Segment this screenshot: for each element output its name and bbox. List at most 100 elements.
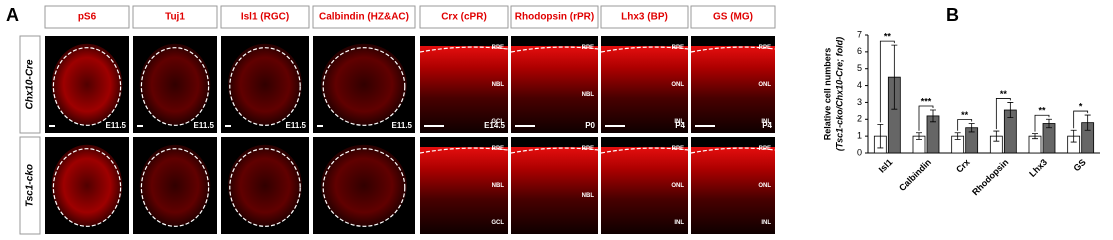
stage-label: E11.5 <box>286 121 307 130</box>
retina <box>691 147 775 234</box>
layer-label: ONL <box>758 183 771 189</box>
y-tick-label: 2 <box>857 114 862 124</box>
tissue <box>228 43 302 126</box>
significance-label: * <box>1079 101 1083 111</box>
y-tick-label: 1 <box>857 131 862 141</box>
significance-bracket <box>995 98 1011 130</box>
outline <box>419 46 509 53</box>
layer-label: RPE <box>492 146 504 152</box>
layer-label: INL <box>761 119 771 125</box>
outline <box>510 46 599 53</box>
y-tick-label: 5 <box>857 63 862 73</box>
layer-label: RPE <box>582 45 594 51</box>
column-header-box <box>312 5 416 29</box>
layer-label: NBL <box>582 92 595 98</box>
layer-label: RPE <box>582 146 594 152</box>
y-tick-label: 0 <box>857 147 862 157</box>
outline <box>229 148 301 227</box>
stage-label: P4 <box>762 121 772 130</box>
row-label: Chx10-Cre <box>25 59 36 109</box>
row-label: Tsc1-cko <box>25 164 36 207</box>
significance-bracket <box>1073 110 1089 129</box>
column-header-box <box>132 5 218 29</box>
stage-label: P4 <box>675 121 685 130</box>
layer-label: RPE <box>492 45 504 51</box>
y-tick-label: 7 <box>857 29 862 39</box>
retina <box>601 147 688 234</box>
column-header-box <box>690 5 776 29</box>
layer-label: GCL <box>491 119 504 125</box>
x-tick-label: Crx <box>954 157 972 175</box>
outline <box>419 147 509 154</box>
error-bar <box>916 132 922 140</box>
column-header-box <box>220 5 310 29</box>
significance-label: *** <box>921 96 932 106</box>
column-header: GS (MG) <box>713 12 753 23</box>
x-tick-label: Isl1 <box>877 157 895 175</box>
tissue <box>321 43 407 126</box>
outline <box>600 46 689 53</box>
row-label-box <box>19 35 41 134</box>
error-bar <box>891 44 898 110</box>
error-bar <box>1046 118 1052 129</box>
error-bar <box>1032 133 1038 140</box>
outline <box>140 148 210 227</box>
significance-bracket <box>918 105 934 131</box>
error-bar <box>993 130 1000 142</box>
retina <box>420 147 508 234</box>
stage-label: E11.5 <box>194 121 215 130</box>
column-header: Calbindin (HZ&AC) <box>319 12 409 23</box>
outline <box>140 47 210 126</box>
error-bar <box>930 109 936 123</box>
x-tick-label: Calbindin <box>897 157 933 193</box>
layer-label: RPE <box>672 146 684 152</box>
layer-label: ONL <box>671 183 684 189</box>
retina <box>511 46 598 133</box>
retina <box>511 147 598 234</box>
y-tick-label: 3 <box>857 97 862 107</box>
significance-label: ** <box>961 110 969 120</box>
outline <box>690 147 776 154</box>
significance-bracket <box>1034 114 1050 132</box>
layer-label: INL <box>674 220 684 226</box>
tissue <box>51 144 123 227</box>
outline <box>510 147 599 154</box>
error-bar <box>1007 102 1014 118</box>
significance-label: ** <box>884 31 892 41</box>
stage-label: P0 <box>585 121 595 130</box>
y-axis-label: Relative cell numbers <box>822 48 832 141</box>
layer-label: NBL <box>492 82 505 88</box>
outline <box>322 47 406 126</box>
tissue <box>139 43 211 126</box>
column-header-box <box>44 5 130 29</box>
tissue <box>228 144 302 227</box>
row-label-box <box>19 136 41 235</box>
layer-label: INL <box>674 119 684 125</box>
stage-label: E14.5 <box>484 121 505 130</box>
layer-label: RPE <box>759 146 771 152</box>
outline <box>600 147 689 154</box>
layer-label: NBL <box>492 183 505 189</box>
retina <box>601 46 688 133</box>
layer-label: NBL <box>582 193 595 199</box>
layer-label: GCL <box>491 220 504 226</box>
x-tick-label: GS <box>1071 157 1087 173</box>
error-bar <box>1070 129 1077 143</box>
panel-label: B <box>946 5 959 25</box>
error-bar <box>1084 114 1091 131</box>
tissue <box>321 144 407 227</box>
column-header: Isl1 (RGC) <box>241 12 289 23</box>
significance-label: ** <box>1038 106 1046 116</box>
panel-label: A <box>6 5 19 25</box>
significance-bracket <box>879 40 895 123</box>
error-bar <box>877 123 884 149</box>
error-bar <box>954 132 961 140</box>
layer-label: ONL <box>671 82 684 88</box>
y-tick-label: 6 <box>857 46 862 56</box>
x-tick-label: Lhx3 <box>1027 157 1049 179</box>
retina <box>691 46 775 133</box>
stage-label: E11.5 <box>392 121 413 130</box>
column-header: Lhx3 (BP) <box>621 12 668 23</box>
column-header-box <box>510 5 599 29</box>
